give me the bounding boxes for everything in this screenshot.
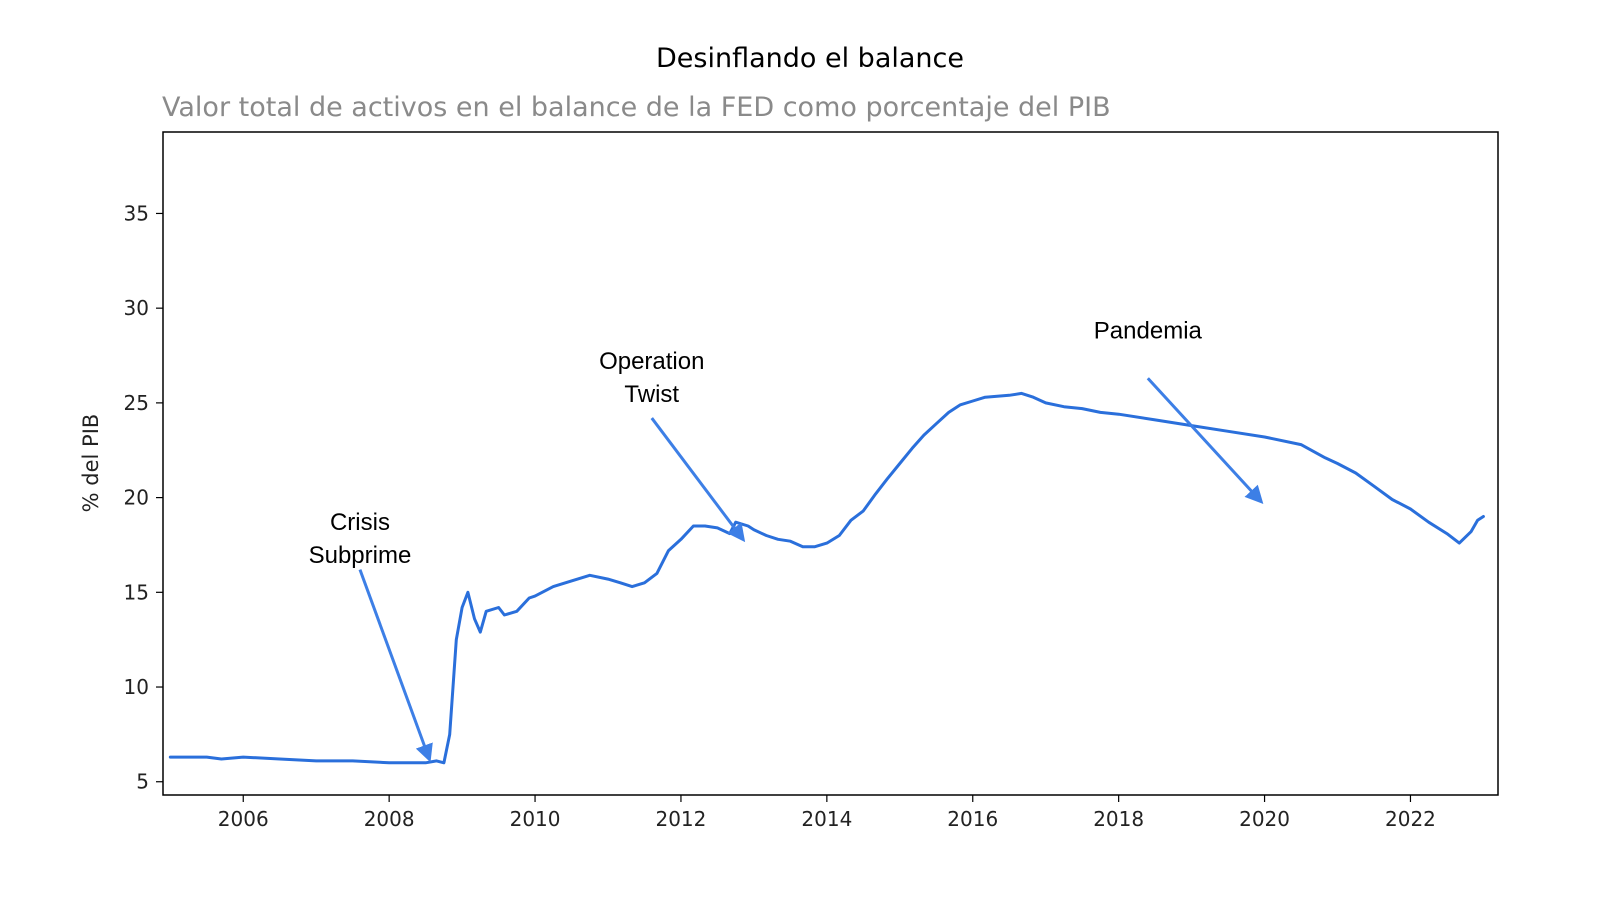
x-tick-label-2022: 2022	[1385, 807, 1436, 831]
annotation-arrow-1	[650, 417, 746, 543]
y-tick-label-15: 15	[124, 580, 149, 604]
y-tick-label-5: 5	[136, 770, 149, 794]
y-tick-label-30: 30	[124, 296, 149, 320]
annotation-arrow-0	[358, 569, 433, 763]
chart-subtitle: Valor total de activos en el balance de …	[162, 92, 1111, 123]
x-tick-label-2016: 2016	[947, 807, 998, 831]
y-tick-label-10: 10	[124, 675, 149, 699]
y-axis-label: % del PIB	[79, 414, 103, 513]
annotation-text-0-0: Crisis	[330, 509, 390, 536]
series-line-0	[168, 391, 1485, 765]
annotation-text-1-0: Operation	[599, 348, 704, 375]
y-tick-label-20: 20	[124, 486, 149, 510]
annotation-text-1-1: Twist	[624, 381, 679, 408]
y-tick-label-35: 35	[124, 201, 149, 225]
x-tick-label-2006: 2006	[218, 807, 269, 831]
y-tick-label-25: 25	[124, 391, 149, 415]
x-tick-label-2008: 2008	[364, 807, 415, 831]
annotation-text-2-0: Pandemia	[1094, 317, 1203, 344]
annotation-arrow-2	[1146, 377, 1264, 505]
chart-title: Desinflando el balance	[656, 43, 964, 74]
plot-frame	[162, 131, 1499, 796]
x-tick-label-2014: 2014	[801, 807, 852, 831]
x-tick-label-2018: 2018	[1093, 807, 1144, 831]
x-tick-label-2012: 2012	[655, 807, 706, 831]
annotation-text-0-1: Subprime	[309, 542, 412, 569]
x-tick-label-2010: 2010	[510, 807, 561, 831]
x-tick-label-2020: 2020	[1239, 807, 1290, 831]
